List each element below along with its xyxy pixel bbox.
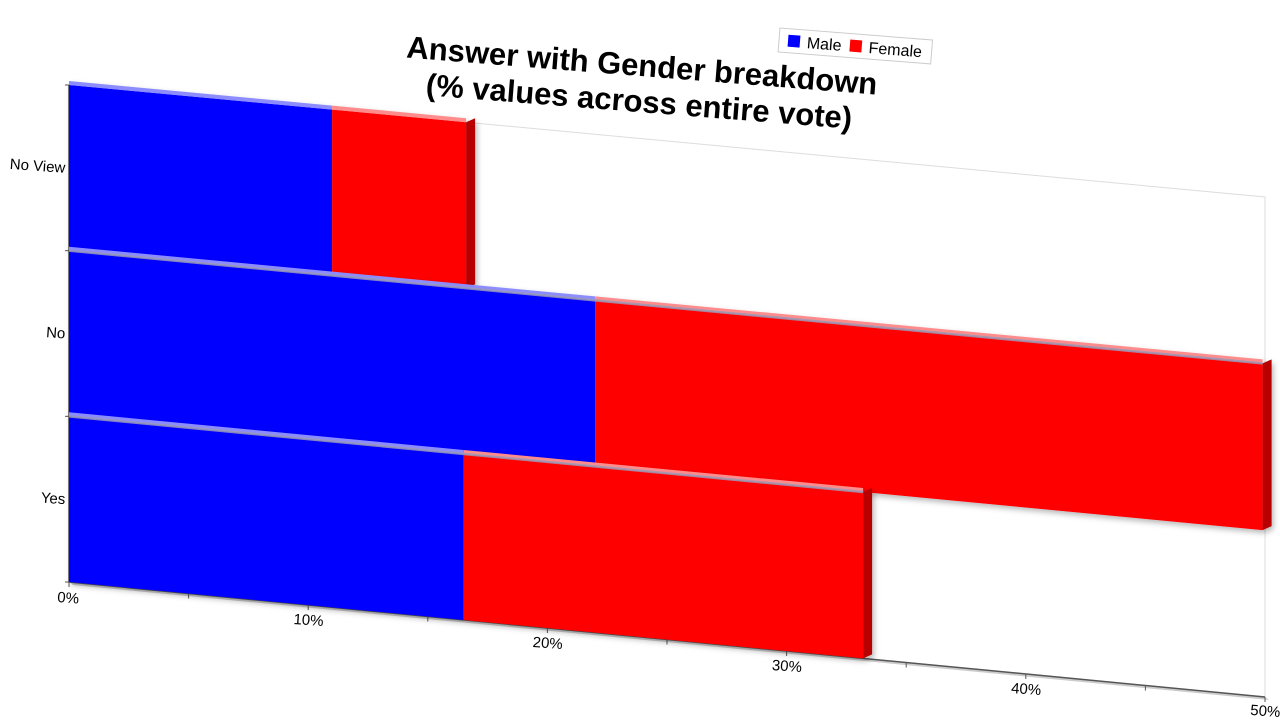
y-tick-label: Yes xyxy=(40,490,66,509)
bar-yes-male xyxy=(69,416,464,620)
legend-label-male: Male xyxy=(806,35,842,55)
y-tick-label: No View xyxy=(9,156,66,177)
x-tick-label: 30% xyxy=(771,657,802,676)
x-tick-label: 0% xyxy=(57,589,80,607)
x-tick-label: 40% xyxy=(1011,680,1042,699)
bar-band-separator xyxy=(68,249,1263,365)
bar-top-face-female xyxy=(332,105,467,123)
bar-no-view-male xyxy=(69,85,333,276)
bar-top-face-male xyxy=(69,81,333,110)
bar-end-face-no-view xyxy=(466,118,476,289)
x-tick-label: 20% xyxy=(532,634,563,653)
bar-no-female xyxy=(595,300,1263,531)
bars-layer xyxy=(68,81,1272,659)
y-tick-label: No xyxy=(46,324,66,342)
bar-group-no-view xyxy=(69,81,476,289)
bar-no-male xyxy=(69,250,596,467)
x-tick-label: 50% xyxy=(1250,702,1280,720)
legend-swatch-female xyxy=(849,39,863,53)
legend-label-female: Female xyxy=(868,40,923,61)
bar-band-separator xyxy=(68,415,864,494)
bar-no-view-female xyxy=(332,109,467,289)
labels-layer: 0% 10% 20% 30% 40% 50% No View No Yes xyxy=(9,156,1280,720)
bar-end-face-yes xyxy=(863,488,873,659)
legend-swatch-male xyxy=(787,34,801,48)
bar-end-face-no xyxy=(1262,359,1272,531)
x-tick-label: 10% xyxy=(293,611,324,630)
legend: Male Female xyxy=(777,27,934,65)
bar-yes-female xyxy=(463,454,864,659)
